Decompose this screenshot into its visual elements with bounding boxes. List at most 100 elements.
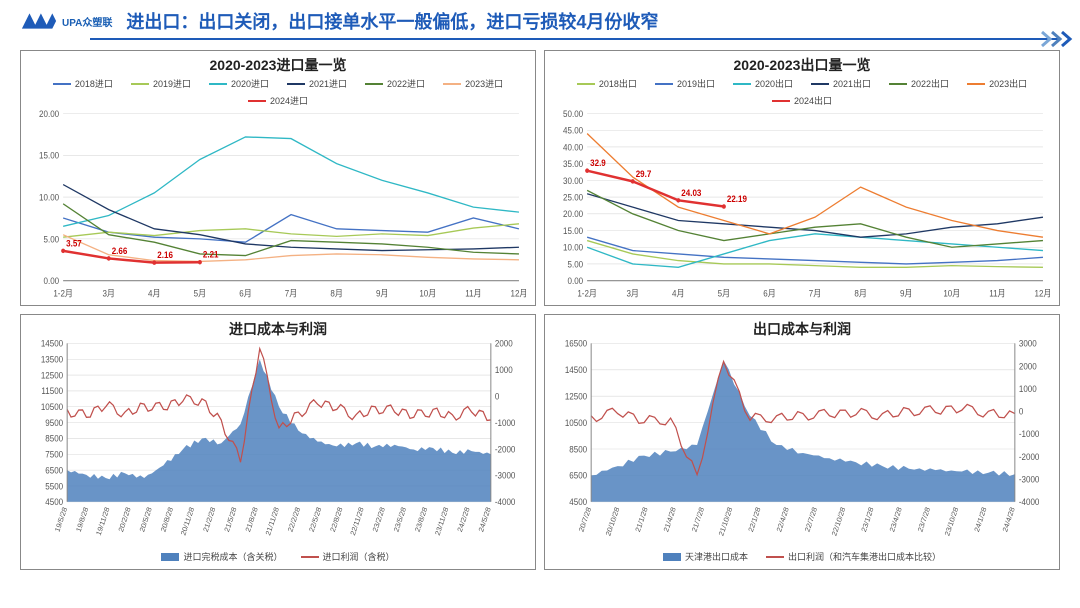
svg-text:0: 0 bbox=[495, 391, 500, 401]
export-cost-panel: 出口成本与利润 45006500850010500125001450016500… bbox=[544, 314, 1060, 570]
svg-text:12500: 12500 bbox=[565, 391, 588, 401]
chart-title: 2020-2023进口量一览 bbox=[27, 55, 529, 75]
legend-item: 2021出口 bbox=[811, 77, 871, 90]
svg-text:13500: 13500 bbox=[41, 354, 64, 364]
svg-text:5月: 5月 bbox=[194, 288, 206, 299]
svg-text:4500: 4500 bbox=[569, 497, 587, 507]
legend-item: 进口完税成本（含关税） bbox=[161, 550, 282, 563]
svg-text:4月: 4月 bbox=[148, 288, 160, 299]
svg-text:2000: 2000 bbox=[495, 339, 513, 349]
svg-text:21/7/28: 21/7/28 bbox=[690, 506, 706, 533]
svg-text:2.16: 2.16 bbox=[157, 250, 173, 261]
svg-text:14500: 14500 bbox=[41, 339, 64, 349]
svg-text:8500: 8500 bbox=[45, 433, 63, 443]
svg-text:12月: 12月 bbox=[1034, 288, 1051, 299]
svg-text:2000: 2000 bbox=[1019, 361, 1037, 371]
svg-text:5500: 5500 bbox=[45, 481, 63, 491]
legend-item: 2024进口 bbox=[248, 94, 308, 107]
svg-text:24/5/28: 24/5/28 bbox=[477, 506, 493, 533]
svg-text:2.21: 2.21 bbox=[203, 249, 219, 260]
logo-icon bbox=[20, 9, 58, 33]
svg-text:23/8/28: 23/8/28 bbox=[413, 506, 429, 533]
logo-text: UPA众塑联 bbox=[62, 14, 112, 29]
svg-text:22/5/28: 22/5/28 bbox=[307, 506, 323, 533]
svg-text:24.03: 24.03 bbox=[681, 187, 701, 198]
svg-text:23/1/28: 23/1/28 bbox=[859, 506, 875, 533]
legend-item: 2019进口 bbox=[131, 77, 191, 90]
svg-text:22/10/28: 22/10/28 bbox=[830, 506, 847, 537]
svg-text:1-2月: 1-2月 bbox=[577, 288, 597, 299]
legend: 进口完税成本（含关税） 进口利润（含税） bbox=[27, 548, 529, 565]
legend-item: 2021进口 bbox=[287, 77, 347, 90]
legend-item: 2022出口 bbox=[889, 77, 949, 90]
legend-item: 进口利润（含税） bbox=[301, 550, 395, 563]
svg-text:21/2/28: 21/2/28 bbox=[201, 506, 217, 533]
legend-item: 2018进口 bbox=[53, 77, 113, 90]
svg-text:21/10/28: 21/10/28 bbox=[717, 506, 734, 537]
svg-text:-2000: -2000 bbox=[1019, 451, 1040, 461]
export-line-chart: 0.005.0010.0015.0020.0025.0030.0035.0040… bbox=[551, 109, 1053, 301]
svg-text:19/5/28: 19/5/28 bbox=[53, 506, 69, 533]
svg-text:20/7/28: 20/7/28 bbox=[577, 506, 593, 533]
svg-text:5月: 5月 bbox=[718, 288, 730, 299]
svg-text:20/8/28: 20/8/28 bbox=[159, 506, 175, 533]
svg-text:19/11/28: 19/11/28 bbox=[94, 506, 111, 537]
svg-text:20/10/28: 20/10/28 bbox=[604, 506, 621, 537]
svg-text:1000: 1000 bbox=[1019, 384, 1037, 394]
svg-text:29.7: 29.7 bbox=[636, 168, 652, 179]
svg-text:15.00: 15.00 bbox=[39, 150, 59, 161]
svg-text:-1000: -1000 bbox=[1019, 429, 1040, 439]
svg-text:9月: 9月 bbox=[900, 288, 912, 299]
svg-text:11500: 11500 bbox=[41, 386, 63, 396]
svg-text:21/1/28: 21/1/28 bbox=[633, 506, 649, 533]
logo: UPA众塑联 bbox=[20, 9, 112, 33]
svg-text:4月: 4月 bbox=[672, 288, 684, 299]
svg-text:35.00: 35.00 bbox=[563, 159, 583, 170]
svg-text:10月: 10月 bbox=[943, 288, 960, 299]
svg-text:3月: 3月 bbox=[626, 288, 638, 299]
svg-text:11月: 11月 bbox=[989, 288, 1005, 299]
svg-text:3.57: 3.57 bbox=[66, 238, 82, 249]
legend-item: 2018出口 bbox=[577, 77, 637, 90]
svg-text:14500: 14500 bbox=[565, 365, 588, 375]
legend: 天津港出口成本出口利润（和汽车集港出口成本比较） bbox=[551, 548, 1053, 565]
svg-text:23/7/28: 23/7/28 bbox=[916, 506, 932, 533]
svg-text:24/4/28: 24/4/28 bbox=[1001, 506, 1017, 533]
svg-text:22/8/28: 22/8/28 bbox=[328, 506, 344, 533]
svg-text:20/11/28: 20/11/28 bbox=[179, 506, 196, 537]
svg-text:21/5/28: 21/5/28 bbox=[222, 506, 238, 533]
svg-text:15.00: 15.00 bbox=[563, 225, 583, 236]
export-line-panel: 2020-2023出口量一览 2018出口2019出口2020出口2021出口2… bbox=[544, 50, 1060, 306]
legend: 2018出口2019出口2020出口2021出口2022出口2023出口2024… bbox=[551, 75, 1053, 109]
svg-text:10.00: 10.00 bbox=[563, 242, 583, 253]
svg-text:24/1/28: 24/1/28 bbox=[972, 506, 988, 533]
svg-text:5.00: 5.00 bbox=[44, 234, 60, 245]
svg-text:1-2月: 1-2月 bbox=[53, 288, 73, 299]
svg-text:30.00: 30.00 bbox=[563, 175, 583, 186]
svg-text:7月: 7月 bbox=[809, 288, 821, 299]
svg-text:23/2/28: 23/2/28 bbox=[371, 506, 387, 533]
svg-text:6月: 6月 bbox=[239, 288, 251, 299]
svg-text:11月: 11月 bbox=[465, 288, 481, 299]
svg-text:7500: 7500 bbox=[45, 449, 63, 459]
import-line-chart: 0.005.0010.0015.0020.001-2月3月4月5月6月7月8月9… bbox=[27, 109, 529, 301]
svg-text:3000: 3000 bbox=[1019, 339, 1037, 349]
legend-item: 2024出口 bbox=[772, 94, 832, 107]
chart-title: 进口成本与利润 bbox=[27, 319, 529, 339]
legend-item: 2023出口 bbox=[967, 77, 1027, 90]
import-cost-panel: 进口成本与利润 45005500650075008500950010500115… bbox=[20, 314, 536, 570]
svg-text:12500: 12500 bbox=[41, 370, 64, 380]
svg-text:6月: 6月 bbox=[763, 288, 775, 299]
svg-text:23/11/28: 23/11/28 bbox=[433, 506, 450, 537]
svg-text:5.00: 5.00 bbox=[568, 259, 584, 270]
svg-text:10月: 10月 bbox=[419, 288, 436, 299]
svg-text:8500: 8500 bbox=[569, 444, 587, 454]
legend-item: 2020进口 bbox=[209, 77, 269, 90]
svg-text:-1000: -1000 bbox=[495, 418, 516, 428]
svg-text:10500: 10500 bbox=[565, 418, 588, 428]
svg-text:0.00: 0.00 bbox=[44, 276, 60, 287]
svg-text:22/4/28: 22/4/28 bbox=[775, 506, 791, 533]
svg-text:1000: 1000 bbox=[495, 365, 513, 375]
svg-text:22/1/28: 22/1/28 bbox=[746, 506, 762, 533]
svg-text:25.00: 25.00 bbox=[563, 192, 583, 203]
